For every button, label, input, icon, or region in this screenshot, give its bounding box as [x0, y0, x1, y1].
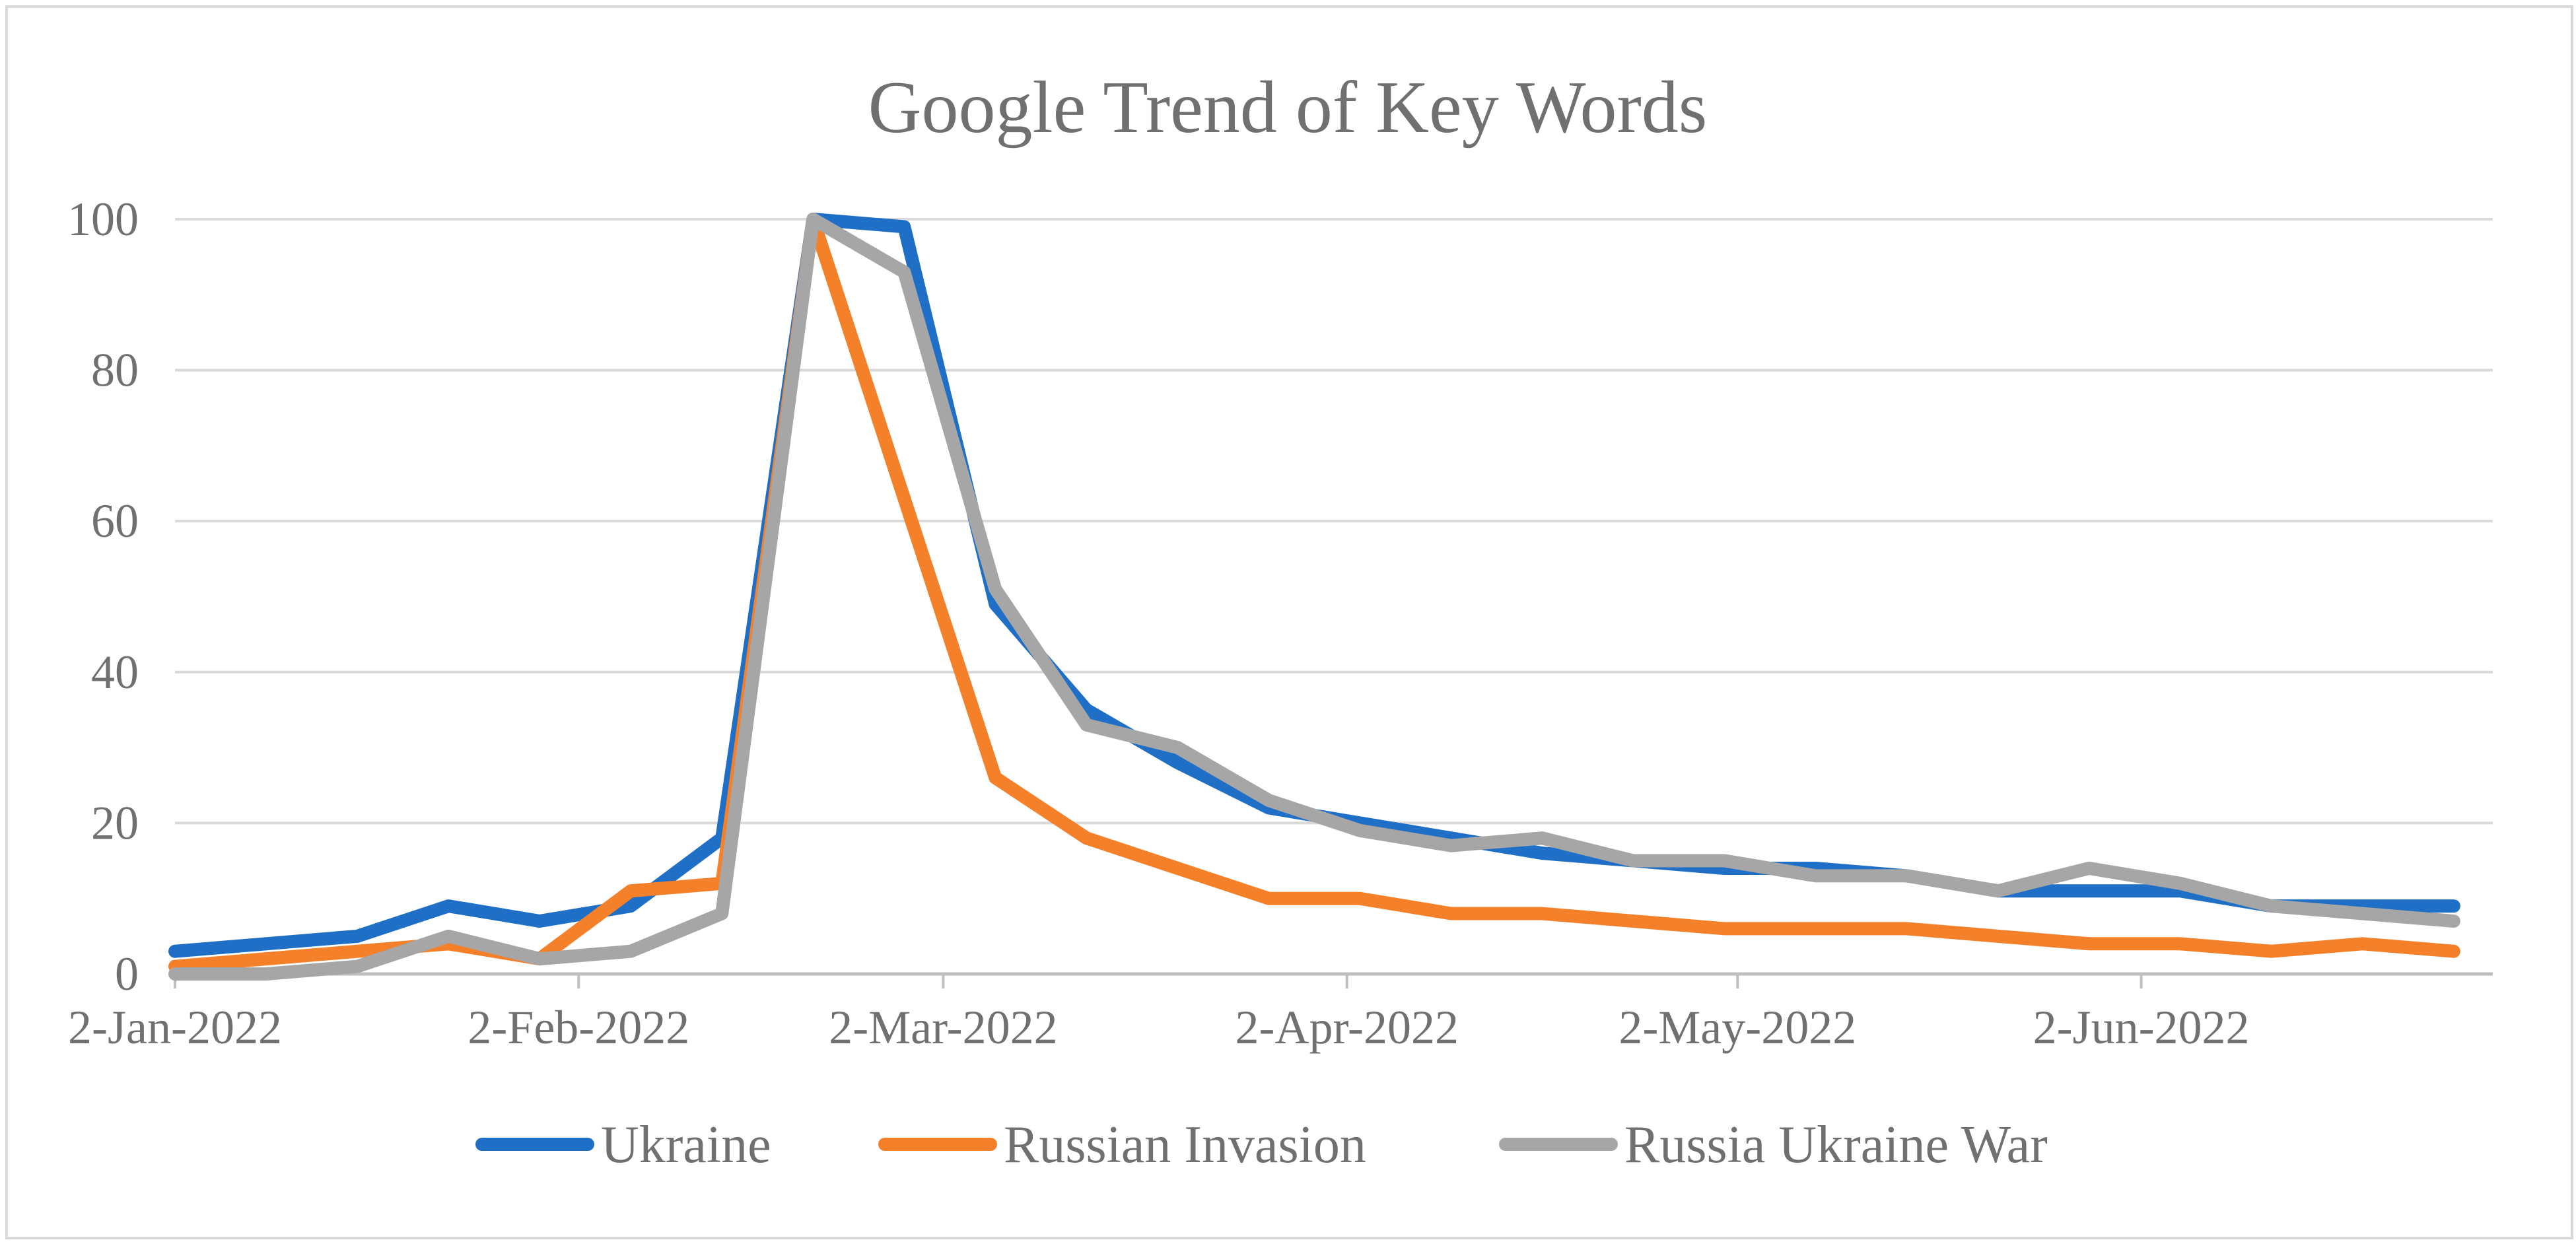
legend-label: Ukraine — [601, 1116, 771, 1174]
x-tick-label: 2-Feb-2022 — [468, 1001, 689, 1054]
y-tick-label: 40 — [91, 646, 139, 699]
chart-frame — [5, 5, 2573, 1239]
y-tick-label: 60 — [91, 495, 139, 547]
series-line-russia-ukraine-war — [168, 213, 2460, 981]
series-line-ukraine — [168, 213, 2460, 958]
x-tick-label: 2-Jun-2022 — [2033, 1001, 2250, 1054]
series-lines — [168, 213, 2460, 981]
x-tick-label: 2-Jan-2022 — [68, 1001, 282, 1054]
chart-title: Google Trend of Key Words — [868, 67, 1708, 149]
y-tick-label: 100 — [67, 193, 139, 246]
x-tick-label: 2-May-2022 — [1619, 1001, 1856, 1054]
legend-label: Russian Invasion — [1004, 1116, 1366, 1174]
x-tick-label: 2-Apr-2022 — [1235, 1001, 1458, 1054]
x-axis: 2-Jan-2022 2-Feb-2022 2-Mar-2022 2-Apr-2022… — [68, 974, 2250, 1054]
legend-label: Russia Ukraine War — [1624, 1116, 2048, 1174]
legend: Ukraine Russian Invasion Russia Ukraine Wa… — [475, 1116, 2048, 1174]
y-tick-label: 20 — [91, 796, 139, 849]
y-axis-ticks: 0 20 40 60 80 100 — [67, 193, 139, 1000]
grid-lines — [175, 218, 2493, 976]
y-tick-label: 0 — [115, 948, 139, 1000]
series-line-russian-invasion — [168, 213, 2460, 973]
y-tick-label: 80 — [91, 344, 139, 397]
x-tick-label: 2-Mar-2022 — [829, 1001, 1057, 1054]
